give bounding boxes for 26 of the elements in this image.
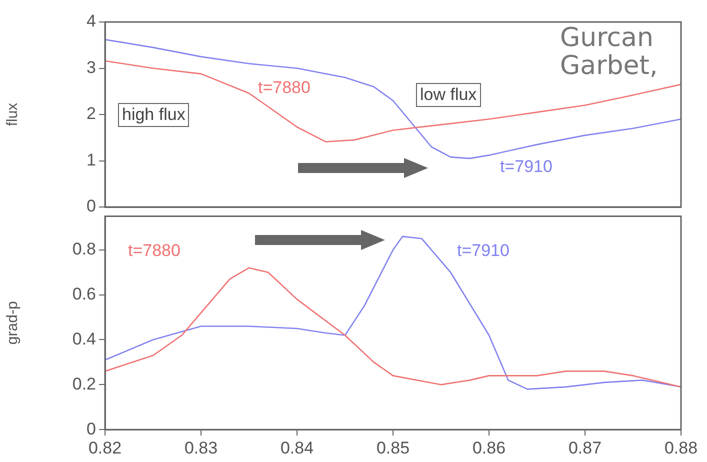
x-tick-label: 0.87: [568, 438, 602, 458]
y-tick-label: 0.2: [72, 374, 96, 394]
y-tick-label: 4: [86, 12, 96, 31]
annotation: low flux: [416, 83, 481, 107]
x-tick-label: 0.88: [664, 438, 698, 458]
x-tick-label: 0.82: [88, 438, 122, 458]
y-tick-label: 3: [86, 58, 96, 77]
annotation: Gurcan Garbet,: [560, 23, 659, 81]
y-axis-title: grad-p: [4, 301, 22, 345]
y-tick-label: 0.4: [72, 329, 96, 348]
x-tick-label: 0.86: [472, 438, 506, 458]
text: t=7880: [128, 241, 180, 261]
y-tick-label: 0.6: [72, 284, 96, 304]
series-label: t=7910: [457, 241, 510, 261]
x-tick-label: 0.83: [184, 438, 218, 458]
x-tick-label: 0.85: [376, 438, 410, 458]
annotation: high flux: [118, 103, 190, 127]
series-label: t=7910: [500, 157, 552, 177]
x-tick-label: 0.84: [280, 438, 314, 458]
y-tick-label: 0: [86, 196, 96, 216]
y-tick-label: 1: [86, 150, 96, 170]
y-tick-label: 0: [86, 419, 96, 438]
y-axis-title: flux: [4, 102, 22, 126]
series-label: t=7880: [258, 78, 310, 98]
y-tick-label: 0.8: [72, 240, 96, 259]
y-tick-label: 2: [86, 104, 96, 124]
